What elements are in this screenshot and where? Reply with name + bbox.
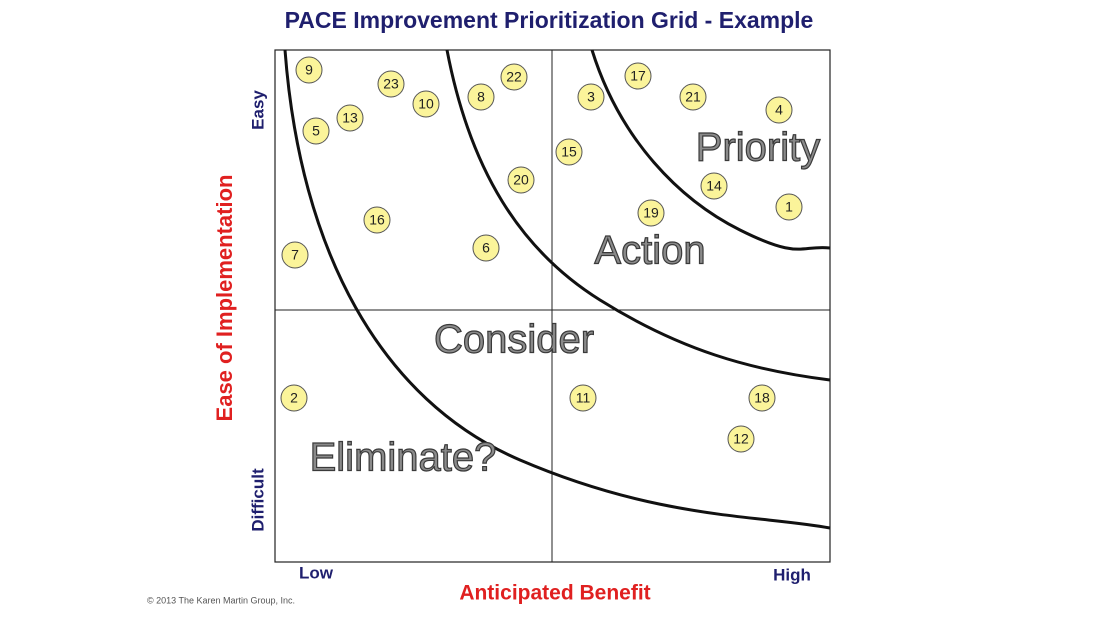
item-label: 14 [706,178,722,194]
item-marker [637,199,665,227]
item-marker [472,234,500,262]
item-label: 4 [775,102,783,118]
title: PACE Improvement Prioritization Grid - E… [285,7,814,33]
item-label: 7 [291,247,299,263]
item-label: 17 [630,68,646,84]
item-label: 15 [561,144,577,160]
item-marker [377,70,405,98]
y-axis-label: Ease of Implementation [212,175,237,422]
item-label: 1 [785,199,793,215]
item-marker [412,90,440,118]
item-label: 11 [576,390,591,406]
item-marker [302,117,330,145]
item-marker [624,62,652,90]
item-label: 23 [383,76,399,92]
item-marker [748,384,776,412]
boundary-curve [590,49,831,251]
boundary-curve [445,49,831,382]
zone-label: Consider [434,318,594,362]
item-label: 21 [685,89,701,105]
item-label: 13 [342,110,358,126]
item-label: 10 [418,96,434,112]
item-marker [295,56,323,84]
item-label: 18 [754,390,770,406]
item-marker [775,193,803,221]
item-marker [765,96,793,124]
item-marker [555,138,583,166]
item-marker [700,172,728,200]
item-marker [577,83,605,111]
copyright: © 2013 The Karen Martin Group, Inc. [147,595,295,605]
y-axis-high: Easy [248,90,267,130]
item-marker [467,83,495,111]
boundary-curve [283,49,831,530]
item-marker [679,83,707,111]
item-marker [569,384,597,412]
item-marker [500,63,528,91]
item-label: 12 [733,431,749,447]
x-axis-label: Anticipated Benefit [459,582,650,605]
zone-label: Eliminate? [310,436,497,480]
item-marker [363,206,391,234]
item-label: 20 [513,172,529,188]
item-label: 16 [369,212,385,228]
item-marker [727,425,755,453]
items: 9 23 10 8 22 5 13 3 17 21 4 15 20 14 1 19 16 6 7 2 11 18 12 [280,56,803,453]
item-label: 8 [477,89,485,105]
y-axis-low: Difficult [248,468,267,532]
item-label: 9 [305,62,313,78]
item-marker [280,384,308,412]
zone-label: Priority [696,126,820,170]
item-marker [507,166,535,194]
x-axis-low: Low [299,563,334,582]
item-label: 19 [643,205,659,221]
item-label: 2 [290,390,298,406]
item-label: 3 [587,89,595,105]
item-marker [281,241,309,269]
item-label: 22 [506,69,522,85]
item-marker [336,104,364,132]
item-label: 6 [482,240,490,256]
x-axis-high: High [773,565,811,584]
item-label: 5 [312,123,320,139]
zone-label: Action [594,229,705,273]
